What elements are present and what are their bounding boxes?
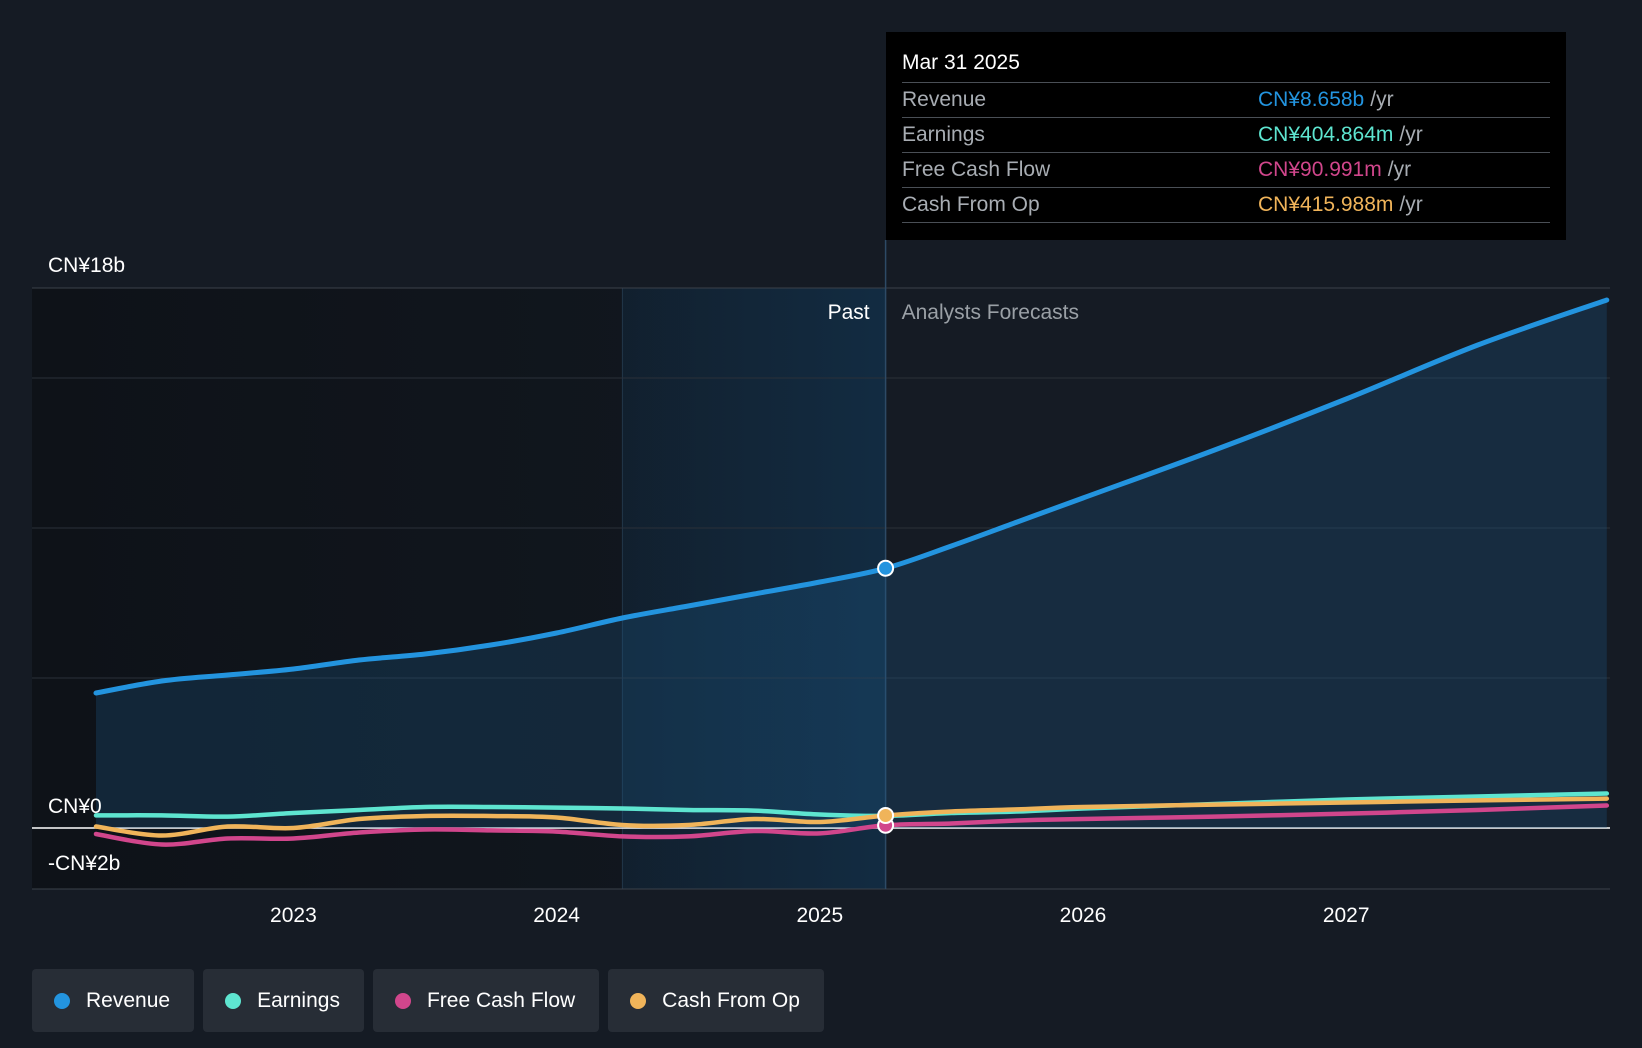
tooltip-value: CN¥90.991m (1258, 158, 1382, 181)
past-label: Past (828, 301, 870, 324)
legend-label: Free Cash Flow (426, 988, 576, 1012)
earnings-dot-icon (225, 992, 242, 1009)
legend-item-cash-from-op[interactable]: Cash From Op (608, 969, 824, 1032)
tooltip: Mar 31 2025 Revenue CN¥8.658b /yr Earnin… (886, 32, 1566, 240)
tooltip-unit: /yr (1370, 88, 1394, 111)
tooltip-date: Mar 31 2025 (902, 51, 1020, 74)
x-tick-label: 2024 (533, 904, 580, 927)
y-tick-label: CN¥0 (48, 795, 102, 818)
tooltip-value: CN¥8.658b (1258, 88, 1365, 111)
cash-from-op-dot-icon (630, 992, 647, 1009)
tooltip-row-earnings: Earnings CN¥404.864m /yr (902, 117, 1550, 152)
revenue-marker (877, 559, 895, 577)
tooltip-unit: /yr (1399, 123, 1423, 146)
legend-item-revenue[interactable]: Revenue (32, 969, 195, 1032)
tooltip-label: Earnings (902, 123, 985, 146)
legend: Revenue Earnings Free Cash Flow Cash Fro… (32, 969, 824, 1032)
y-tick-label: -CN¥2b (48, 852, 120, 875)
legend-label: Earnings (257, 988, 340, 1012)
tooltip-label: Free Cash Flow (902, 158, 1051, 181)
series-line-free-cash-flow (93, 803, 1610, 847)
x-tick-label: 2027 (1323, 904, 1370, 927)
tooltip-unit: /yr (1387, 158, 1412, 181)
series-line-revenue (93, 297, 1610, 696)
tooltip-row-free-cash-flow: Free Cash Flow CN¥90.991m /yr (902, 152, 1550, 187)
revenue-dot-icon (54, 992, 70, 1009)
cash-from-op-marker (877, 807, 895, 825)
x-tick-label: 2023 (270, 904, 317, 927)
tooltip-row-cash-from-op: Cash From Op CN¥415.988m /yr (902, 187, 1550, 223)
tooltip-label: Cash From Op (902, 193, 1040, 216)
x-tick-label: 2026 (1060, 904, 1107, 927)
series-line-cash-from-op (93, 796, 1610, 838)
legend-label: Cash From Op (662, 988, 800, 1012)
legend-item-earnings[interactable]: Earnings (203, 969, 364, 1032)
forecast-label: Analysts Forecasts (902, 301, 1079, 324)
tooltip-row-revenue: Revenue CN¥8.658b /yr (902, 82, 1550, 117)
x-tick-label: 2025 (796, 904, 843, 927)
legend-item-free-cash-flow[interactable]: Free Cash Flow (372, 969, 600, 1032)
free-cash-flow-dot-icon (394, 992, 411, 1009)
past-highlight-band (622, 288, 886, 889)
tooltip-value: CN¥404.864m (1258, 123, 1394, 146)
tooltip-value: CN¥415.988m (1258, 193, 1394, 216)
revenue-area (96, 300, 1607, 828)
y-tick-label: CN¥18b (48, 254, 125, 277)
legend-label: Revenue (86, 988, 171, 1012)
tooltip-unit: /yr (1399, 193, 1423, 216)
tooltip-label: Revenue (902, 88, 987, 111)
